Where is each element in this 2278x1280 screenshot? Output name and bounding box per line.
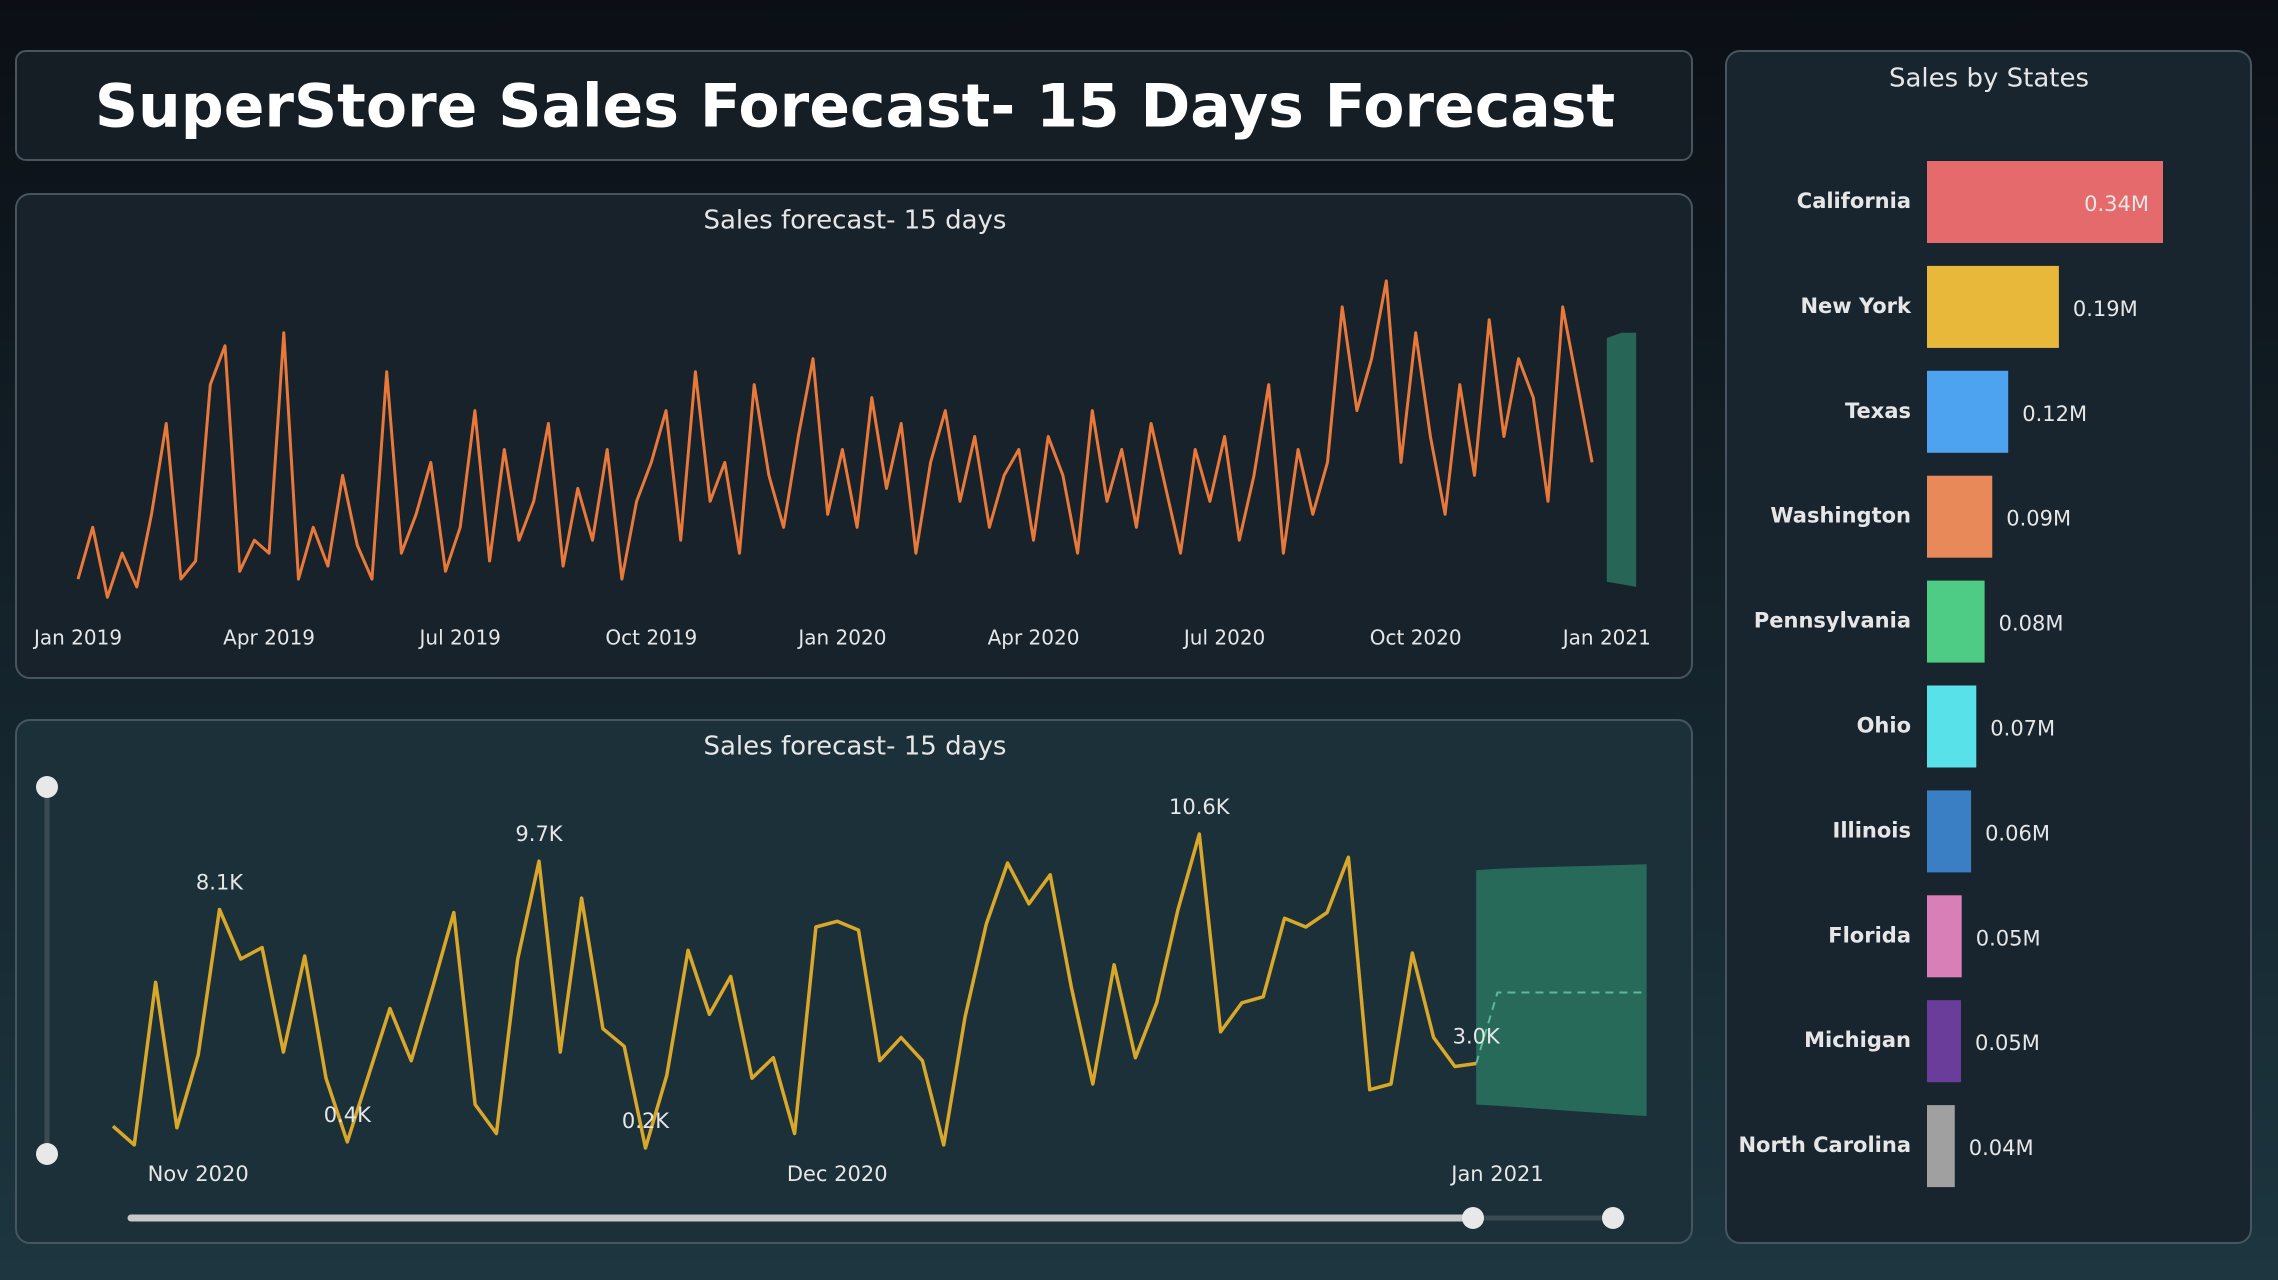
data-label: 0.4K [324, 1103, 372, 1127]
data-label: 0.34M [2084, 192, 2149, 216]
slider-handle[interactable] [36, 776, 58, 798]
line [111, 832, 1477, 1150]
data-label: 3.0K [1453, 1024, 1501, 1048]
bar [1927, 790, 1972, 873]
bar [1927, 161, 2163, 243]
data-label: 0.06M [1985, 821, 2050, 845]
x-tick-label: Jan 2021 [1561, 626, 1651, 650]
data-label: 0.07M [1990, 717, 2055, 741]
data-label: 8.1K [196, 871, 244, 895]
x-tick-label: Dec 2020 [787, 1162, 888, 1186]
data-label: 10.6K [1169, 795, 1231, 819]
slider-handle[interactable] [1462, 1207, 1484, 1229]
chart-title: Sales by States [1889, 64, 2089, 94]
category-label: Michigan [1804, 1028, 1911, 1052]
vertical-slider[interactable] [36, 776, 58, 1165]
slider-handle[interactable] [36, 1143, 58, 1165]
data-label: 0.09M [2006, 507, 2071, 531]
bar [1927, 1105, 1955, 1188]
top-chart-panel [15, 193, 1693, 679]
line [76, 279, 1594, 599]
x-tick-label: Jul 2020 [1182, 626, 1265, 650]
forecast-band [1476, 864, 1647, 1116]
data-label: 0.04M [1969, 1136, 2034, 1160]
x-tick-label: Jul 2019 [418, 626, 501, 650]
data-label: 0.05M [1976, 926, 2041, 950]
bar [1927, 685, 1977, 768]
chart-title: Sales forecast- 15 days [704, 206, 1007, 236]
chart-title: Sales forecast- 15 days [704, 732, 1007, 762]
x-tick-label: Jan 2020 [796, 626, 886, 650]
bar [1927, 1000, 1962, 1083]
x-tick-label: Apr 2019 [223, 626, 315, 650]
data-label: 0.12M [2022, 402, 2087, 426]
data-label: 0.2K [622, 1109, 670, 1133]
bar [1927, 580, 1985, 663]
data-label: 9.7K [515, 822, 563, 846]
category-label: Ohio [1857, 714, 1911, 738]
category-label: Washington [1770, 504, 1911, 528]
dashboard-title: SuperStore Sales Forecast- 15 Days Forec… [95, 72, 1615, 142]
category-label: California [1797, 189, 1911, 213]
bar [1927, 475, 1993, 558]
data-label: 0.05M [1975, 1031, 2040, 1055]
data-label: 0.19M [2073, 297, 2138, 321]
x-tick-label: Oct 2019 [605, 626, 697, 650]
category-label: Illinois [1833, 818, 1911, 842]
x-tick-label: Jan 2019 [32, 626, 122, 650]
forecast-band [1606, 332, 1637, 587]
category-label: North Carolina [1738, 1133, 1911, 1157]
category-label: Texas [1845, 399, 1911, 423]
title-panel [15, 50, 1693, 161]
x-tick-label: Nov 2020 [148, 1162, 249, 1186]
category-label: New York [1800, 294, 1912, 318]
bottom-chart-panel [15, 719, 1693, 1244]
slider-handle[interactable] [1602, 1207, 1624, 1229]
horizontal-slider[interactable] [127, 1207, 1625, 1229]
bar [1927, 265, 2059, 348]
category-label: Florida [1828, 923, 1911, 947]
x-tick-label: Jan 2021 [1449, 1162, 1544, 1186]
data-label: 0.08M [1999, 612, 2064, 636]
x-tick-label: Apr 2020 [988, 626, 1080, 650]
bar [1927, 895, 1962, 978]
bar [1927, 370, 2009, 453]
x-tick-label: Oct 2020 [1370, 626, 1462, 650]
bar-chart-panel [1725, 50, 2252, 1244]
category-label: Pennsylvania [1754, 609, 1911, 633]
